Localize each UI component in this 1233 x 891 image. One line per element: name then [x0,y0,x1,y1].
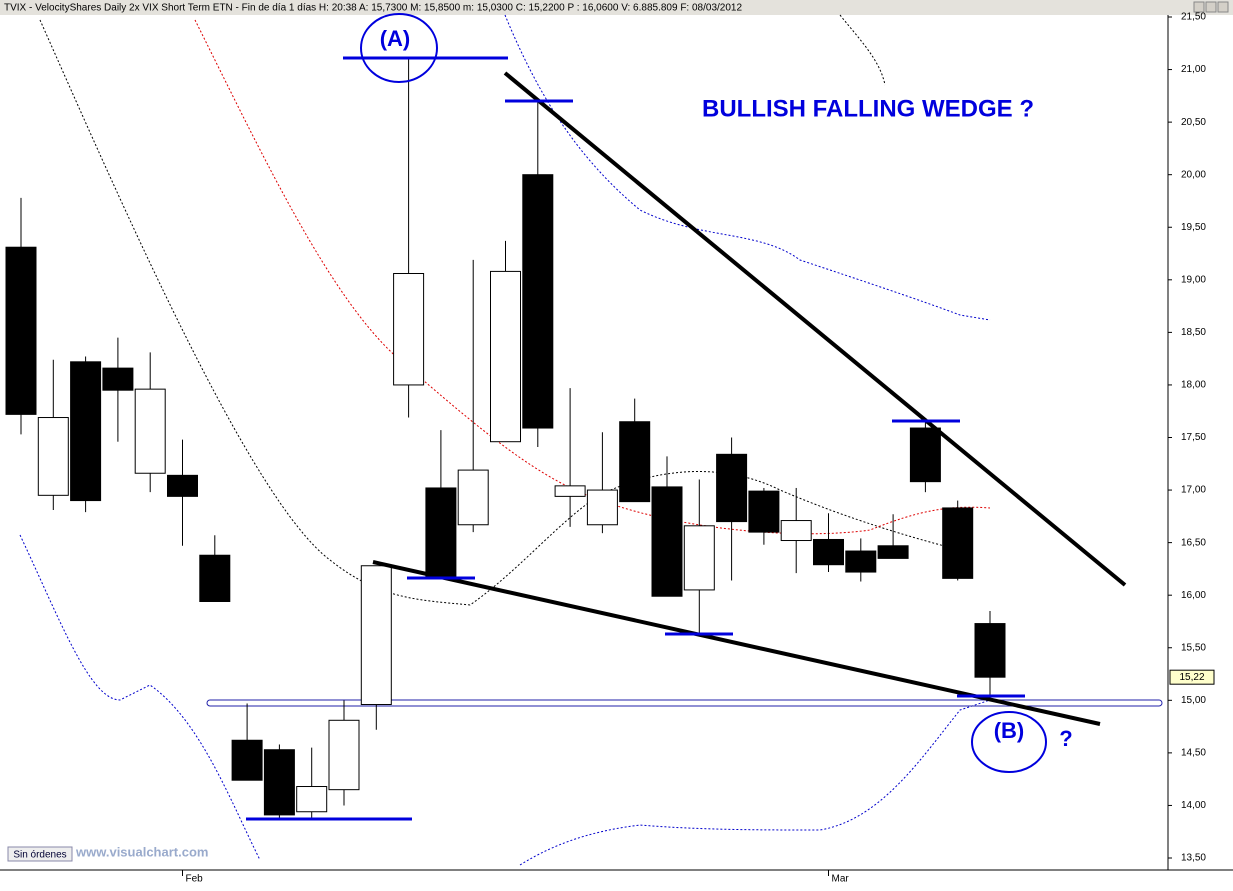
candle-body [909,427,941,483]
candle-body [619,421,651,503]
status-text: Sin órdenes [13,850,66,861]
restore-button[interactable] [1205,1,1217,13]
y-tick-label: 19,00 [1181,274,1206,285]
candle-body [780,520,812,542]
candle-body [231,739,263,781]
x-tick-label: Mar [832,874,850,885]
header-bar [0,0,1233,15]
candle-body [457,469,489,526]
y-tick-label: 20,50 [1181,117,1206,128]
chart-title: TVIX - VelocityShares Daily 2x VIX Short… [4,3,742,14]
moving-average [194,19,991,535]
candle-body [683,525,715,591]
last-price-label: 15,22 [1179,672,1204,683]
candle-body [845,550,877,573]
candle-body [70,361,102,502]
y-tick-label: 17,50 [1181,432,1206,443]
y-tick-label: 15,50 [1181,642,1206,653]
wedge-upper-line [503,71,1127,587]
lower-band-2 [519,699,991,866]
candle-body [37,417,69,496]
y-tick-label: 13,50 [1181,853,1206,864]
y-tick-label: 21,50 [1181,12,1206,23]
y-tick-label: 17,00 [1181,485,1206,496]
circle-a [360,13,438,83]
candle-body [199,554,231,602]
candle-body [813,538,844,566]
candle-body [974,623,1006,678]
candle-body [586,489,618,526]
y-tick-label: 19,50 [1181,222,1206,233]
candle-body [716,453,748,523]
candle-body [877,545,909,559]
circle-b [971,711,1047,773]
annotation-question: ? [1059,726,1072,751]
candle-body [554,485,586,497]
candle-body [942,507,974,579]
lower-band [19,534,261,861]
last-price-box [1169,669,1215,685]
candle-body [651,486,683,597]
candle-body [393,273,425,386]
candle-body [360,565,392,706]
candle-body [5,246,37,415]
support-band [206,699,1163,707]
annotation-b: (B) [994,718,1025,743]
candle-body [328,719,360,791]
candles [5,57,1006,819]
site-text: www.visualchart.com [75,844,208,859]
minimize-button[interactable] [1193,1,1205,13]
y-tick-label: 15,00 [1181,695,1206,706]
x-tick-label: Feb [186,874,204,885]
candle-body [490,270,521,443]
y-tick-label: 18,50 [1181,327,1206,338]
close-button[interactable] [1217,1,1229,13]
candle-body [134,388,166,474]
annotation-wedge: BULLISH FALLING WEDGE ? [702,95,1034,122]
y-tick-label: 14,50 [1181,748,1206,759]
candle-body [748,490,780,533]
y-tick-label: 18,00 [1181,380,1206,391]
y-tick-label: 16,00 [1181,590,1206,601]
candle-body [263,749,295,816]
annotation-a: (A) [380,26,411,51]
status-box[interactable] [7,846,73,862]
upper-band-2 [839,14,886,86]
candle-body [167,474,198,497]
y-tick-label: 21,00 [1181,64,1206,75]
y-tick-label: 20,00 [1181,169,1206,180]
candle-body [522,174,554,429]
markers [246,56,1025,821]
candle-body [296,786,328,813]
candle-body [102,367,134,391]
y-tick-label: 16,50 [1181,537,1206,548]
y-tick-label: 14,00 [1181,800,1206,811]
candle-body [425,487,457,577]
